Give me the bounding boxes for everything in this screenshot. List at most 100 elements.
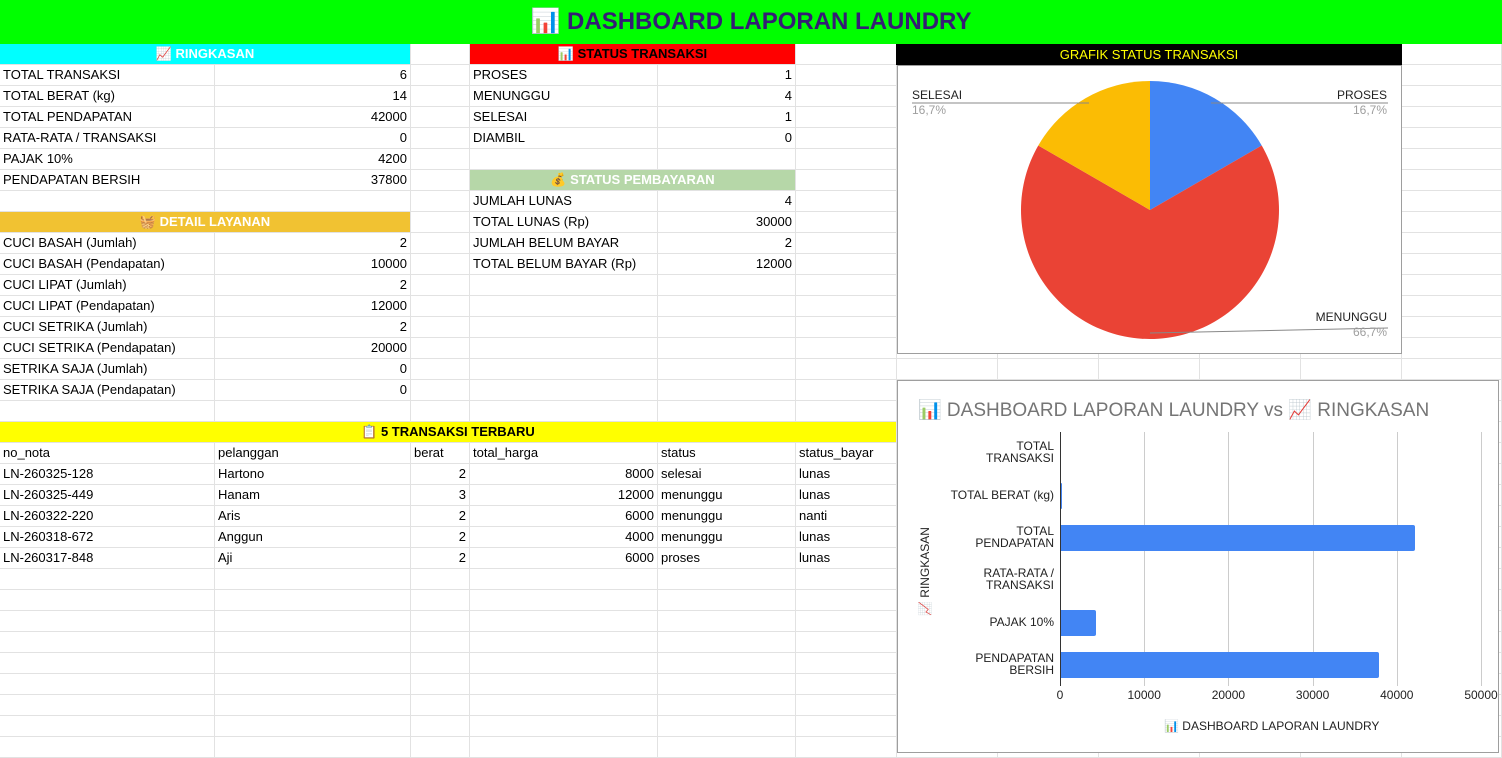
table-cell[interactable]: lunas [796, 485, 897, 506]
empty-cell[interactable] [411, 296, 470, 317]
status_pembayaran-label[interactable]: JUMLAH BELUM BAYAR [470, 233, 658, 254]
ringkasan-value[interactable]: 4200 [215, 149, 411, 170]
detail_layanan-value[interactable]: 20000 [215, 338, 411, 359]
empty-cell[interactable] [1402, 65, 1502, 86]
empty-cell[interactable] [897, 359, 998, 380]
empty-cell[interactable] [215, 632, 411, 653]
table-cell[interactable]: nanti [796, 506, 897, 527]
empty-cell[interactable] [658, 380, 796, 401]
empty-cell[interactable] [411, 65, 470, 86]
empty-cell[interactable] [658, 149, 796, 170]
empty-cell[interactable] [796, 212, 897, 233]
detail_layanan-value[interactable]: 0 [215, 380, 411, 401]
bar-chart[interactable]: 📊 DASHBOARD LAPORAN LAUNDRY vs 📈 RINGKAS… [897, 380, 1499, 753]
empty-cell[interactable] [0, 674, 215, 695]
empty-cell[interactable] [1402, 296, 1502, 317]
empty-cell[interactable] [658, 695, 796, 716]
empty-cell[interactable] [411, 569, 470, 590]
empty-cell[interactable] [796, 590, 897, 611]
empty-cell[interactable] [470, 569, 658, 590]
empty-cell[interactable] [796, 674, 897, 695]
table-cell[interactable]: 2 [411, 506, 470, 527]
table-cell[interactable]: lunas [796, 527, 897, 548]
table-cell[interactable]: 6000 [470, 548, 658, 569]
empty-cell[interactable] [411, 149, 470, 170]
table-cell[interactable]: LN-260322-220 [0, 506, 215, 527]
table-cell[interactable]: Aris [215, 506, 411, 527]
empty-cell[interactable] [658, 569, 796, 590]
empty-cell[interactable] [470, 653, 658, 674]
empty-cell[interactable] [1402, 128, 1502, 149]
empty-cell[interactable] [796, 296, 897, 317]
status_transaksi-value[interactable]: 1 [658, 65, 796, 86]
empty-cell[interactable] [796, 338, 897, 359]
empty-cell[interactable] [470, 359, 658, 380]
empty-cell[interactable] [0, 695, 215, 716]
empty-cell[interactable] [796, 611, 897, 632]
empty-cell[interactable] [411, 275, 470, 296]
status_pembayaran-header[interactable]: 💰 STATUS PEMBAYARAN [470, 170, 796, 191]
empty-cell[interactable] [658, 716, 796, 737]
empty-cell[interactable] [411, 128, 470, 149]
ringkasan-label[interactable]: PENDAPATAN BERSIH [0, 170, 215, 191]
empty-cell[interactable] [796, 86, 897, 107]
transactions-header[interactable]: 📋 5 TRANSAKSI TERBARU [0, 422, 897, 443]
status_transaksi-value[interactable]: 4 [658, 86, 796, 107]
empty-cell[interactable] [796, 65, 897, 86]
empty-cell[interactable] [658, 653, 796, 674]
ringkasan-label[interactable]: TOTAL TRANSAKSI [0, 65, 215, 86]
detail_layanan-value[interactable]: 0 [215, 359, 411, 380]
empty-cell[interactable] [1200, 359, 1301, 380]
empty-cell[interactable] [411, 254, 470, 275]
detail_layanan-value[interactable]: 10000 [215, 254, 411, 275]
empty-cell[interactable] [411, 653, 470, 674]
empty-cell[interactable] [796, 569, 897, 590]
empty-cell[interactable] [411, 611, 470, 632]
status_transaksi-label[interactable]: PROSES [470, 65, 658, 86]
ringkasan-label[interactable]: RATA-RATA / TRANSAKSI [0, 128, 215, 149]
empty-cell[interactable] [0, 590, 215, 611]
empty-cell[interactable] [658, 338, 796, 359]
empty-cell[interactable] [1402, 86, 1502, 107]
table-cell[interactable]: Aji [215, 548, 411, 569]
empty-cell[interactable] [470, 275, 658, 296]
ringkasan-value[interactable]: 14 [215, 86, 411, 107]
table-cell[interactable]: LN-260317-848 [0, 548, 215, 569]
empty-cell[interactable] [470, 338, 658, 359]
table-cell[interactable]: 12000 [470, 485, 658, 506]
empty-cell[interactable] [796, 317, 897, 338]
status_pembayaran-value[interactable]: 12000 [658, 254, 796, 275]
ringkasan-value[interactable]: 0 [215, 128, 411, 149]
ringkasan-label[interactable]: PAJAK 10% [0, 149, 215, 170]
empty-cell[interactable] [411, 632, 470, 653]
column-header[interactable]: total_harga [470, 443, 658, 464]
detail_layanan-label[interactable]: SETRIKA SAJA (Pendapatan) [0, 380, 215, 401]
status_pembayaran-label[interactable]: TOTAL LUNAS (Rp) [470, 212, 658, 233]
status_pembayaran-label[interactable]: JUMLAH LUNAS [470, 191, 658, 212]
empty-cell[interactable] [1402, 107, 1502, 128]
table-cell[interactable]: 2 [411, 527, 470, 548]
detail_layanan-label[interactable]: CUCI BASAH (Pendapatan) [0, 254, 215, 275]
table-cell[interactable]: 2 [411, 464, 470, 485]
table-cell[interactable]: LN-260325-449 [0, 485, 215, 506]
empty-cell[interactable] [796, 149, 897, 170]
status_transaksi-label[interactable]: SELESAI [470, 107, 658, 128]
table-cell[interactable]: Hanam [215, 485, 411, 506]
detail_layanan-label[interactable]: SETRIKA SAJA (Jumlah) [0, 359, 215, 380]
empty-cell[interactable] [411, 86, 470, 107]
column-header[interactable]: berat [411, 443, 470, 464]
empty-cell[interactable] [411, 590, 470, 611]
empty-cell[interactable] [658, 359, 796, 380]
empty-cell[interactable] [411, 107, 470, 128]
empty-cell[interactable] [1402, 44, 1502, 65]
empty-cell[interactable] [796, 380, 897, 401]
empty-cell[interactable] [1402, 359, 1502, 380]
table-cell[interactable]: 2 [411, 548, 470, 569]
empty-cell[interactable] [411, 44, 470, 65]
table-cell[interactable]: lunas [796, 548, 897, 569]
empty-cell[interactable] [1402, 191, 1502, 212]
table-cell[interactable]: selesai [658, 464, 796, 485]
status_transaksi-header[interactable]: 📊 STATUS TRANSAKSI [470, 44, 796, 65]
empty-cell[interactable] [796, 233, 897, 254]
empty-cell[interactable] [0, 716, 215, 737]
